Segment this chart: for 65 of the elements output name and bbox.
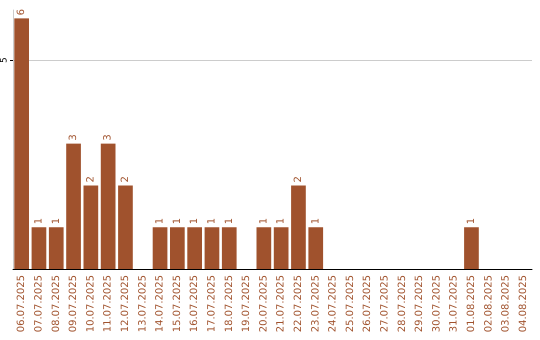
x-tick-label: 01.08.2025 <box>466 275 477 332</box>
x-tick-label: 11.07.2025 <box>102 275 114 332</box>
data-label: 6 <box>16 8 28 16</box>
data-label: 1 <box>276 218 287 224</box>
data-label: 1 <box>466 218 477 224</box>
bar <box>291 185 306 269</box>
bar <box>152 227 168 269</box>
x-tick-label: 16.07.2025 <box>189 275 200 332</box>
x-tick-label: 08.07.2025 <box>50 275 62 332</box>
x-tick-label: 15.07.2025 <box>172 275 183 332</box>
data-label: 2 <box>120 176 131 182</box>
bar <box>14 18 30 269</box>
data-label: 1 <box>310 218 322 224</box>
bar <box>222 227 237 269</box>
x-tick-label: 12.07.2025 <box>120 275 131 332</box>
x-tick-label: 21.07.2025 <box>276 275 287 332</box>
data-label: 1 <box>50 218 62 224</box>
bar <box>48 227 64 269</box>
bar <box>32 227 46 269</box>
x-tick-label: 27.07.2025 <box>379 275 390 332</box>
x-tick-label: 02.08.2025 <box>483 275 494 332</box>
x-tick-label: 04.08.2025 <box>518 275 529 332</box>
bar <box>256 227 272 269</box>
bar <box>204 227 220 269</box>
x-tick-label: 18.07.2025 <box>224 275 235 332</box>
data-label: 1 <box>224 218 235 224</box>
x-tick-label: 03.08.2025 <box>500 275 512 332</box>
bar <box>170 227 185 269</box>
x-tick-label: 19.07.2025 <box>241 275 252 332</box>
bar <box>274 227 289 269</box>
x-tick-label: 10.07.2025 <box>85 275 96 332</box>
x-tick-label: 25.07.2025 <box>344 275 356 332</box>
data-label: 1 <box>189 218 200 224</box>
data-label: 1 <box>33 218 44 224</box>
x-tick-label: 26.07.2025 <box>362 275 374 332</box>
data-label: 1 <box>206 218 218 224</box>
x-tick-label: 13.07.2025 <box>137 275 148 332</box>
x-tick-label: 22.07.2025 <box>292 275 304 332</box>
data-label: 1 <box>258 218 270 224</box>
bar <box>187 227 202 269</box>
x-tick-label: 30.07.2025 <box>431 275 442 332</box>
bar <box>308 227 324 269</box>
bar <box>84 185 98 269</box>
x-tick-label: 09.07.2025 <box>68 275 80 332</box>
y-tick-label: 5 <box>0 57 10 63</box>
x-tick-label: 29.07.2025 <box>414 275 426 332</box>
x-tick-label: 07.07.2025 <box>33 275 44 332</box>
data-label: 1 <box>154 218 166 224</box>
x-tick-label: 28.07.2025 <box>396 275 408 332</box>
data-label: 1 <box>172 218 183 224</box>
data-label: 3 <box>68 134 80 141</box>
x-tick-label: 23.07.2025 <box>310 275 322 332</box>
bar <box>118 185 133 269</box>
x-tick-label: 24.07.2025 <box>328 275 339 332</box>
bar <box>66 144 81 269</box>
x-tick-label: 14.07.2025 <box>154 275 166 332</box>
x-tick-label: 06.07.2025 <box>16 275 28 332</box>
data-label: 2 <box>292 176 304 182</box>
data-label: 3 <box>102 134 114 141</box>
x-tick-label: 17.07.2025 <box>206 275 218 332</box>
data-label: 2 <box>85 176 96 182</box>
bar <box>100 144 116 269</box>
x-tick-label: 31.07.2025 <box>448 275 460 332</box>
bar <box>464 227 479 269</box>
x-tick-label: 20.07.2025 <box>258 275 270 332</box>
